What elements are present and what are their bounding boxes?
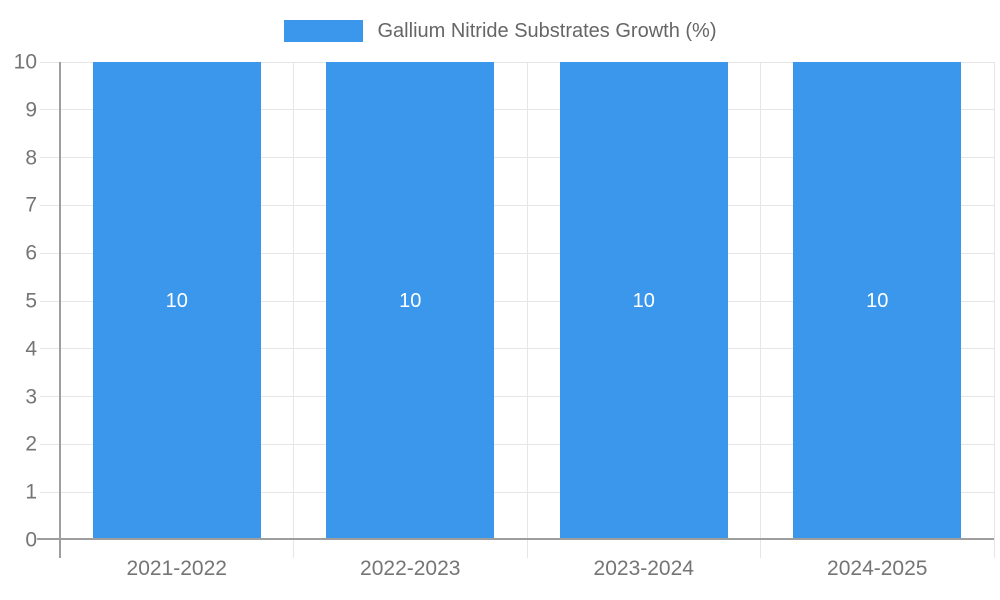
gridline <box>40 204 994 206</box>
legend-label: Gallium Nitride Substrates Growth (%) <box>377 19 717 42</box>
category-boundary-line <box>760 62 761 558</box>
legend-swatch <box>283 20 363 42</box>
plot-right-border <box>993 62 995 558</box>
gridline <box>40 252 994 254</box>
y-axis-tick-label: 4 <box>25 337 37 361</box>
y-axis-tick-label: 0 <box>25 528 37 552</box>
x-axis-baseline <box>37 538 994 540</box>
bar: 10 <box>326 62 495 540</box>
y-axis-tick-label: 1 <box>25 480 37 504</box>
gridline <box>40 348 994 350</box>
category-boundary-line <box>293 62 294 558</box>
bar-value-label: 10 <box>866 289 889 312</box>
bar-value-label: 10 <box>399 289 422 312</box>
bar-value-label: 10 <box>165 289 188 312</box>
y-axis-line <box>59 62 61 558</box>
x-axis-tick-label: 2022-2023 <box>360 557 461 580</box>
gridline <box>40 443 994 445</box>
y-axis-tick-label: 9 <box>25 98 37 122</box>
y-axis-tick-label: 8 <box>25 146 37 170</box>
y-axis-tick-label: 3 <box>25 385 37 409</box>
bar-value-label: 10 <box>632 289 655 312</box>
bar: 10 <box>793 62 962 540</box>
gridline <box>40 61 994 63</box>
bar: 10 <box>92 62 261 540</box>
x-axis-tick-label: 2021-2022 <box>126 557 227 580</box>
gridline <box>40 300 994 302</box>
bar: 10 <box>559 62 728 540</box>
gridline <box>40 109 994 111</box>
y-axis-tick-label: 5 <box>25 289 37 313</box>
x-axis-tick-label: 2024-2025 <box>827 557 928 580</box>
y-axis-tick-label: 10 <box>13 50 37 74</box>
y-axis-tick-label: 2 <box>25 432 37 456</box>
gridline <box>40 491 994 493</box>
gridline <box>40 157 994 159</box>
y-axis-tick-label: 6 <box>25 241 37 265</box>
gridline <box>40 396 994 398</box>
x-axis-tick-label: 2023-2024 <box>593 557 694 580</box>
chart-legend: Gallium Nitride Substrates Growth (%) <box>0 19 1000 43</box>
plot-area: 0 1 2 3 4 5 6 7 8 9 10 10 10 10 10 2021-2022 2022-2023 20… <box>14 52 995 580</box>
y-axis-tick-label: 7 <box>25 193 37 217</box>
category-boundary-line <box>526 62 528 558</box>
